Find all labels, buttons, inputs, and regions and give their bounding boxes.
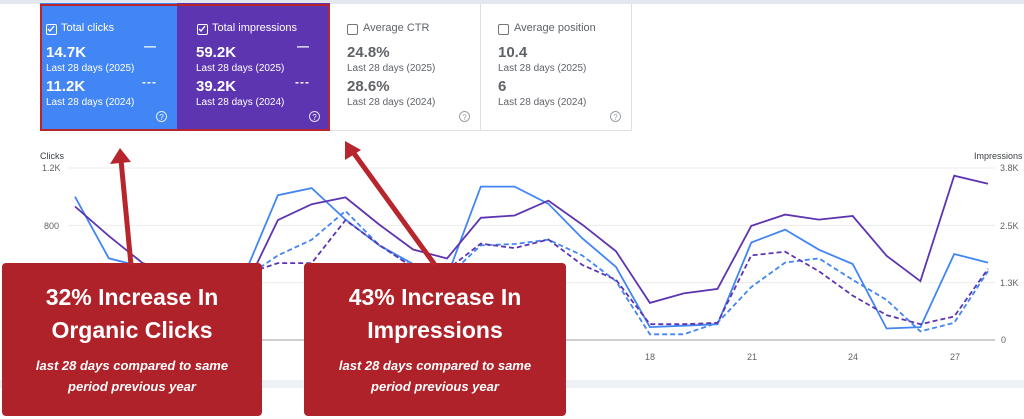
right-axis-tick: 2.5K	[1000, 221, 1019, 231]
metric-name: Total clicks	[61, 22, 115, 34]
x-axis-tick: 18	[645, 352, 656, 362]
callout-headline: 32% Increase In	[45, 284, 219, 310]
series-line-1	[74, 209, 989, 336]
metric-value-2024: 11.2K	[46, 78, 86, 95]
metric-name: Average position	[514, 22, 596, 34]
callout-headline: Impressions	[367, 317, 503, 343]
callout-headline: Organic Clicks	[51, 317, 213, 343]
metric-value-2025: 14.7K	[46, 44, 87, 61]
callout-impressions: 43% Increase In Impressions last 28 days…	[304, 263, 566, 416]
metric-value-2025: 10.4	[498, 44, 528, 61]
help-icon[interactable]: ?	[309, 111, 320, 122]
callout-headline: 43% Increase In	[348, 284, 522, 310]
metric-value-2025: 24.8%	[347, 44, 390, 61]
right-axis-tick: 1.3K	[1000, 278, 1019, 288]
top-divider	[0, 0, 1024, 4]
left-axis-tick: 800	[44, 221, 60, 231]
metric-period-2024: Last 28 days (2024)	[347, 97, 436, 108]
help-icon[interactable]: ?	[459, 111, 470, 122]
legend-solid-line-icon: —	[144, 39, 157, 53]
right-axis-title: Impressions	[974, 151, 1023, 161]
metric-card-average-ctr[interactable]: Average CTR 24.8% Last 28 days (2025) 28…	[330, 3, 481, 131]
right-axis-tick: 0	[1001, 335, 1007, 345]
metric-period-2024: Last 28 days (2024)	[498, 97, 587, 108]
metric-value-2024: 39.2K	[196, 78, 237, 95]
left-axis-title: Clicks	[40, 151, 64, 161]
metric-period-2025: Last 28 days (2025)	[46, 63, 135, 74]
checkbox-icon[interactable]	[347, 24, 358, 35]
x-axis-tick: 24	[848, 352, 859, 362]
legend-solid-line-icon: —	[297, 39, 310, 53]
legend-dashed-line-icon: ---	[295, 75, 310, 89]
callout-note: last 28 days compared to same	[35, 358, 229, 373]
metric-period-2025: Last 28 days (2025)	[347, 63, 436, 74]
help-icon[interactable]: ?	[610, 111, 621, 122]
metric-card-total-clicks[interactable]: Total clicks 14.7K — Last 28 days (2025)…	[40, 3, 177, 131]
metric-period-2024: Last 28 days (2024)	[196, 97, 285, 108]
callout-clicks: 32% Increase In Organic Clicks last 28 d…	[2, 263, 262, 416]
callout-note: last 28 days compared to same	[338, 358, 532, 373]
left-axis-tick: 1.2K	[42, 163, 61, 173]
callout-note: period previous year	[371, 379, 499, 394]
metric-name: Total impressions	[212, 22, 297, 34]
checkbox-icon[interactable]	[197, 24, 208, 35]
metric-period-2025: Last 28 days (2025)	[498, 63, 587, 74]
metric-period-2025: Last 28 days (2025)	[196, 63, 285, 74]
x-axis-tick: 21	[747, 352, 758, 362]
metric-card-average-position[interactable]: Average position 10.4 Last 28 days (2025…	[481, 3, 632, 131]
metric-period-2024: Last 28 days (2024)	[46, 97, 135, 108]
metric-value-2024: 6	[498, 78, 507, 95]
x-axis-tick: 27	[950, 352, 961, 362]
right-axis-tick: 3.8K	[1000, 163, 1019, 173]
checkbox-icon[interactable]	[498, 24, 509, 35]
metric-card-total-impressions[interactable]: Total impressions 59.2K — Last 28 days (…	[177, 3, 330, 131]
metric-value-2025: 59.2K	[196, 44, 237, 61]
callout-note: period previous year	[68, 379, 196, 394]
metric-value-2024: 28.6%	[347, 78, 390, 95]
legend-dashed-line-icon: ---	[142, 75, 157, 89]
metric-name: Average CTR	[363, 22, 430, 34]
help-icon[interactable]: ?	[156, 111, 167, 122]
checkbox-icon[interactable]	[46, 24, 57, 35]
